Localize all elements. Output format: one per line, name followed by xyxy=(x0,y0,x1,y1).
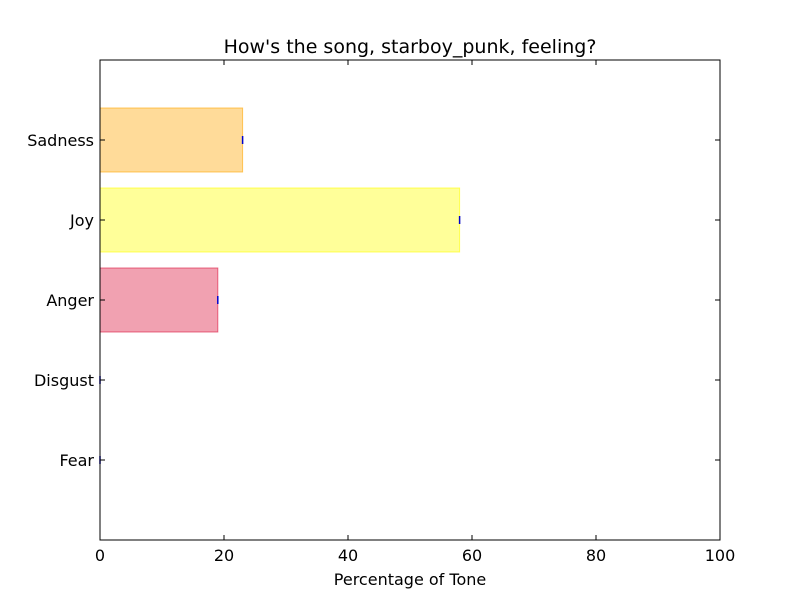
x-axis-label: Percentage of Tone xyxy=(334,570,486,589)
plot-frame xyxy=(99,59,721,541)
y-tick-label-joy: Joy xyxy=(69,211,94,230)
x-tick-label-40: 40 xyxy=(338,546,358,565)
x-tick-label-80: 80 xyxy=(586,546,606,565)
chart-title: How's the song, starboy_punk, feeling? xyxy=(224,36,597,58)
ticks-layer: Fear Disgust Anger Joy Sadness 0 20 40 60 80 100 xyxy=(27,60,735,565)
y-tick-label-disgust: Disgust xyxy=(34,371,94,390)
y-tick-label-fear: Fear xyxy=(59,451,94,470)
bars-layer xyxy=(99,107,461,464)
y-tick-label-anger: Anger xyxy=(46,291,94,310)
bar-joy xyxy=(99,187,461,253)
bar-sadness xyxy=(99,107,244,173)
bar-anger xyxy=(99,267,219,333)
x-tick-label-60: 60 xyxy=(462,546,482,565)
x-tick-label-20: 20 xyxy=(214,546,234,565)
y-tick-label-sadness: Sadness xyxy=(27,131,94,150)
x-tick-label-100: 100 xyxy=(705,546,736,565)
x-tick-label-0: 0 xyxy=(95,546,105,565)
